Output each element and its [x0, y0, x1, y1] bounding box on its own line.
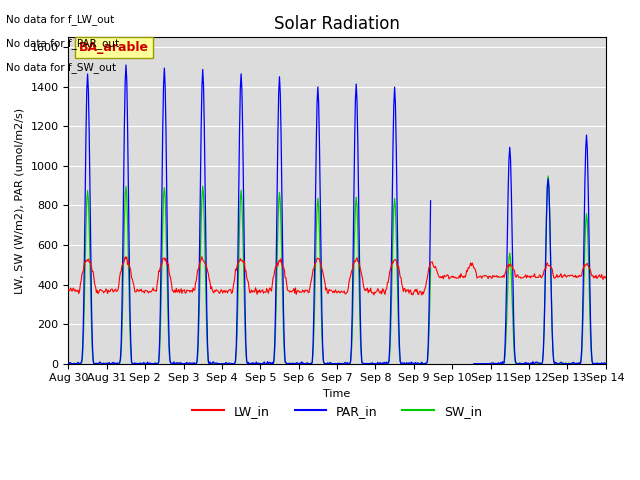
SW_in: [65, 360, 72, 366]
Legend: LW_in, PAR_in, SW_in: LW_in, PAR_in, SW_in: [188, 400, 486, 423]
Line: LW_in: LW_in: [68, 257, 640, 295]
LW_in: [444, 273, 452, 278]
SW_in: [426, 300, 434, 306]
Text: No data for f_SW_out: No data for f_SW_out: [6, 62, 116, 73]
PAR_in: [193, 361, 200, 367]
PAR_in: [134, 360, 142, 366]
LW_in: [418, 292, 426, 298]
LW_in: [223, 290, 231, 296]
LW_in: [134, 287, 142, 293]
PAR_in: [65, 361, 72, 367]
SW_in: [193, 361, 200, 367]
Title: Solar Radiation: Solar Radiation: [274, 15, 400, 33]
Text: No data for f_LW_out: No data for f_LW_out: [6, 14, 115, 25]
Text: No data for f_PAR_out: No data for f_PAR_out: [6, 38, 120, 49]
Line: PAR_in: PAR_in: [68, 65, 640, 364]
SW_in: [75, 360, 83, 366]
PAR_in: [75, 360, 83, 366]
PAR_in: [426, 259, 434, 265]
LW_in: [198, 254, 206, 260]
Y-axis label: LW, SW (W/m2), PAR (umol/m2/s): LW, SW (W/m2), PAR (umol/m2/s): [15, 108, 25, 294]
Line: SW_in: SW_in: [68, 176, 640, 364]
Text: BA_arable: BA_arable: [79, 41, 149, 54]
SW_in: [223, 361, 230, 367]
LW_in: [65, 287, 72, 293]
LW_in: [428, 260, 435, 265]
PAR_in: [223, 360, 230, 366]
LW_in: [193, 278, 200, 284]
SW_in: [134, 361, 142, 367]
X-axis label: Time: Time: [323, 389, 351, 399]
LW_in: [75, 291, 83, 297]
